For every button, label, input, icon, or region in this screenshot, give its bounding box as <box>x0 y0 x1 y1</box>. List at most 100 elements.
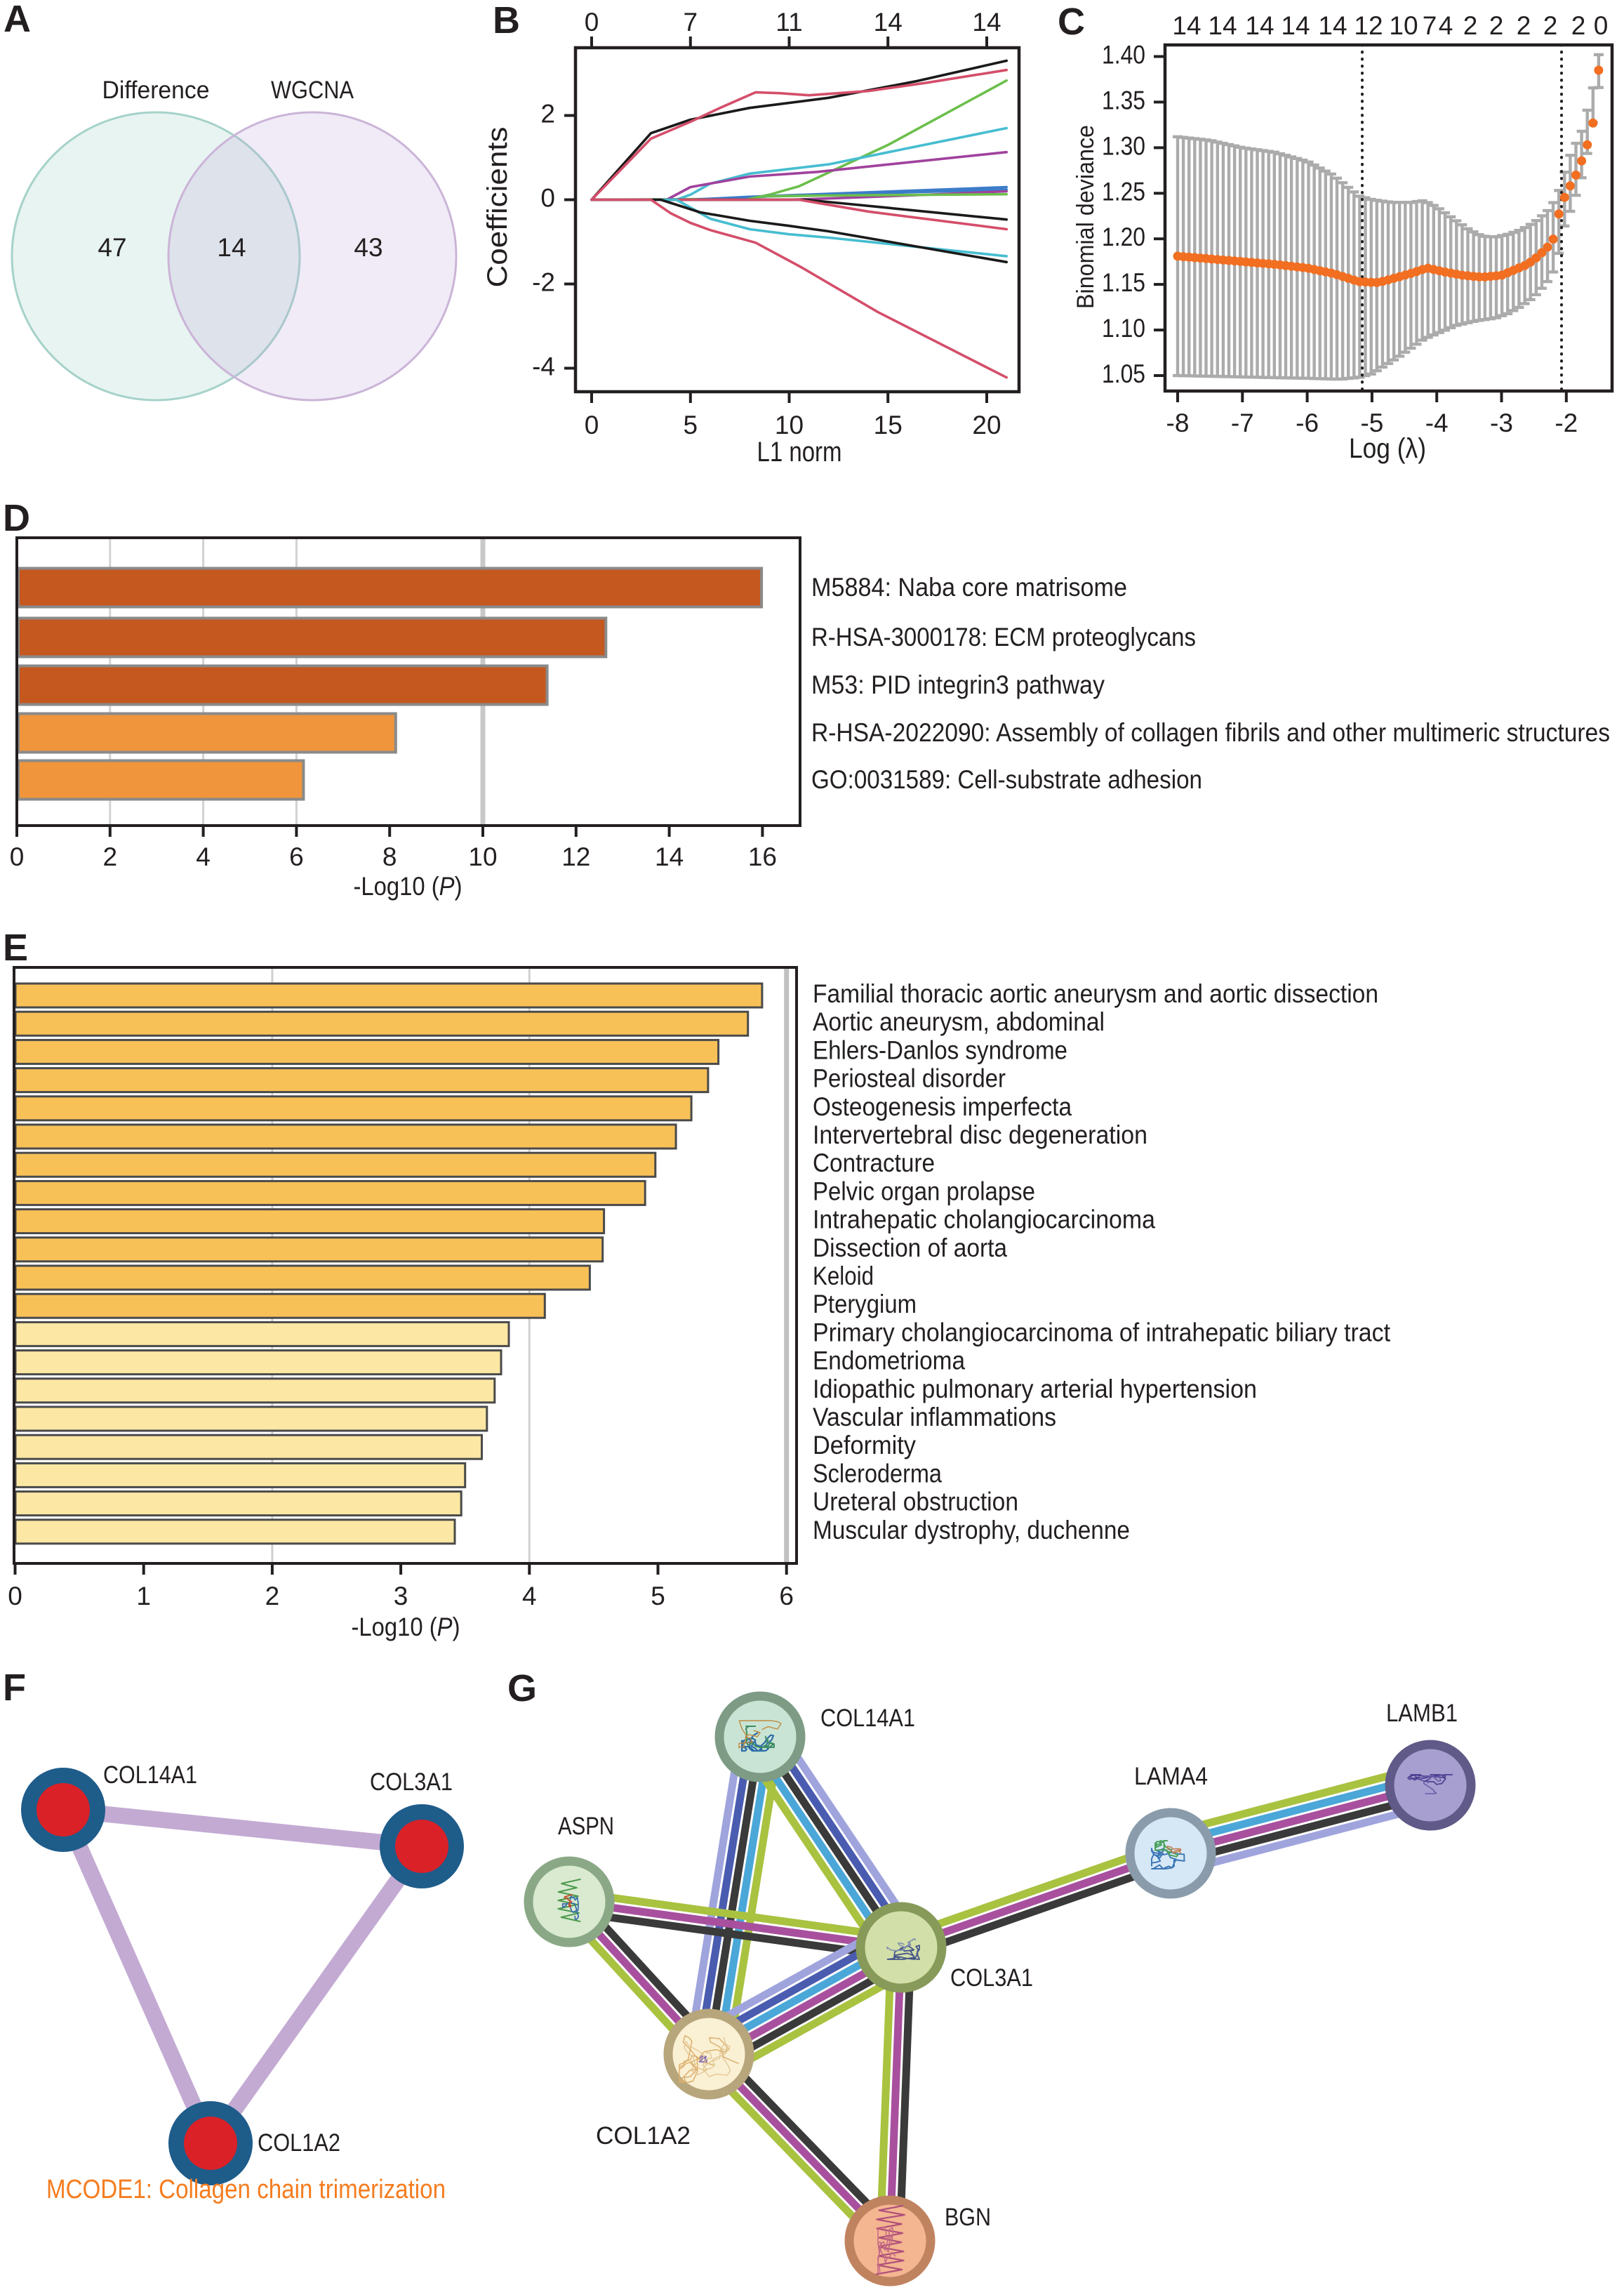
svg-text:16: 16 <box>748 842 777 871</box>
svg-text:Ehlers-Danlos syndrome: Ehlers-Danlos syndrome <box>813 1035 1067 1064</box>
svg-text:Pterygium: Pterygium <box>813 1290 917 1318</box>
svg-text:7: 7 <box>1423 11 1437 40</box>
svg-text:14: 14 <box>874 8 903 37</box>
svg-text:COL14A1: COL14A1 <box>103 1761 197 1789</box>
svg-text:Log (λ): Log (λ) <box>1349 433 1426 464</box>
svg-text:6: 6 <box>779 1582 794 1610</box>
svg-text:14: 14 <box>972 8 1001 37</box>
svg-text:A: A <box>4 0 31 40</box>
svg-text:2: 2 <box>1517 11 1531 40</box>
svg-text:0: 0 <box>540 184 555 213</box>
svg-text:C: C <box>1058 1 1085 43</box>
svg-text:2: 2 <box>265 1582 280 1610</box>
svg-text:Osteogenesis imperfecta: Osteogenesis imperfecta <box>813 1092 1072 1121</box>
svg-text:Intrahepatic cholangiocarcinom: Intrahepatic cholangiocarcinoma <box>813 1205 1155 1234</box>
svg-text:-6: -6 <box>1296 409 1319 437</box>
svg-text:1.30: 1.30 <box>1102 131 1145 160</box>
svg-text:Keloid: Keloid <box>813 1262 874 1290</box>
svg-text:47: 47 <box>98 233 126 262</box>
svg-text:GO:0031589: Cell-substrate adh: GO:0031589: Cell-substrate adhesion <box>811 765 1202 794</box>
svg-text:1.20: 1.20 <box>1102 223 1145 251</box>
svg-text:2: 2 <box>1463 11 1478 40</box>
svg-text:MCODE1: Collagen chain trimeri: MCODE1: Collagen chain trimerization <box>46 2175 446 2204</box>
svg-text:Deformity: Deformity <box>813 1431 916 1460</box>
svg-text:F: F <box>3 1667 26 1709</box>
svg-text:ASPN: ASPN <box>558 1813 614 1840</box>
svg-text:0: 0 <box>10 842 25 871</box>
svg-text:1: 1 <box>136 1582 151 1610</box>
svg-text:COL1A2: COL1A2 <box>258 2129 340 2157</box>
svg-text:Scleroderma: Scleroderma <box>813 1459 942 1488</box>
svg-text:-Log10 (P): -Log10 (P) <box>354 872 462 901</box>
svg-text:Idiopathic pulmonary arterial: Idiopathic pulmonary arterial hypertensi… <box>813 1375 1257 1403</box>
svg-text:Periosteal disorder: Periosteal disorder <box>813 1064 1006 1093</box>
svg-text:BGN: BGN <box>945 2204 991 2231</box>
svg-text:20: 20 <box>972 411 1001 439</box>
svg-text:2: 2 <box>1489 11 1504 40</box>
svg-text:10: 10 <box>1389 11 1418 40</box>
svg-text:Contracture: Contracture <box>813 1149 935 1177</box>
svg-text:L1 norm: L1 norm <box>757 437 842 468</box>
svg-text:-2: -2 <box>532 268 555 297</box>
svg-text:Primary cholangiocarcinoma of: Primary cholangiocarcinoma of intrahepat… <box>813 1318 1391 1346</box>
svg-text:Muscular dystrophy, duchenne: Muscular dystrophy, duchenne <box>813 1516 1130 1544</box>
svg-text:WGCNA: WGCNA <box>271 77 354 104</box>
svg-text:8: 8 <box>382 842 397 871</box>
svg-text:1.40: 1.40 <box>1102 41 1145 70</box>
svg-text:10: 10 <box>775 411 804 439</box>
svg-text:14: 14 <box>1318 11 1347 40</box>
svg-text:-4: -4 <box>1425 409 1449 437</box>
svg-text:-8: -8 <box>1166 409 1190 437</box>
svg-text:11: 11 <box>776 8 802 37</box>
svg-text:3: 3 <box>394 1582 408 1610</box>
svg-text:Intervertebral disc degenerati: Intervertebral disc degeneration <box>813 1120 1147 1149</box>
svg-text:2: 2 <box>540 100 555 128</box>
svg-text:0: 0 <box>585 411 599 439</box>
svg-text:M53: PID integrin3 pathway: M53: PID integrin3 pathway <box>811 670 1105 699</box>
svg-text:COL1A2: COL1A2 <box>596 2122 691 2150</box>
svg-text:0: 0 <box>1594 11 1609 40</box>
svg-text:R-HSA-3000178: ECM proteoglyca: R-HSA-3000178: ECM proteoglycans <box>811 623 1196 651</box>
svg-text:14: 14 <box>217 233 246 262</box>
svg-text:-7: -7 <box>1231 409 1254 437</box>
svg-text:Endometrioma: Endometrioma <box>813 1346 965 1375</box>
svg-text:12: 12 <box>561 842 590 871</box>
svg-text:-2: -2 <box>1555 409 1578 437</box>
svg-text:7: 7 <box>683 8 698 37</box>
svg-text:4: 4 <box>1439 11 1453 40</box>
svg-text:B: B <box>493 0 520 41</box>
svg-text:5: 5 <box>683 411 698 439</box>
svg-text:Familial thoracic aortic aneur: Familial thoracic aortic aneurysm and ao… <box>813 979 1378 1008</box>
svg-text:1.05: 1.05 <box>1102 359 1145 388</box>
svg-text:D: D <box>3 497 30 539</box>
svg-text:5: 5 <box>651 1582 665 1610</box>
svg-text:1.15: 1.15 <box>1102 268 1145 297</box>
svg-text:4: 4 <box>196 842 211 871</box>
svg-text:R-HSA-2022090: Assembly of col: R-HSA-2022090: Assembly of collagen fibr… <box>811 718 1610 747</box>
svg-text:2: 2 <box>1571 11 1586 40</box>
svg-text:14: 14 <box>1208 11 1237 40</box>
svg-text:2: 2 <box>1543 11 1558 40</box>
svg-text:COL3A1: COL3A1 <box>950 1964 1033 1992</box>
svg-text:0: 0 <box>585 8 599 37</box>
svg-text:LAMA4: LAMA4 <box>1134 1763 1208 1790</box>
svg-text:E: E <box>3 927 28 969</box>
svg-text:1.10: 1.10 <box>1102 314 1145 343</box>
svg-text:Pelvic organ prolapse: Pelvic organ prolapse <box>813 1177 1035 1205</box>
svg-text:Difference: Difference <box>102 77 210 104</box>
svg-text:Vascular inflammations: Vascular inflammations <box>813 1403 1056 1431</box>
svg-text:12: 12 <box>1354 11 1383 40</box>
svg-text:14: 14 <box>1172 11 1201 40</box>
svg-text:M5884: Naba core matrisome: M5884: Naba core matrisome <box>811 573 1127 602</box>
svg-text:43: 43 <box>354 233 382 262</box>
svg-text:G: G <box>507 1667 537 1709</box>
svg-text:4: 4 <box>522 1582 537 1610</box>
svg-text:Ureteral obstruction: Ureteral obstruction <box>813 1488 1018 1516</box>
svg-text:Aortic aneurysm, abdominal: Aortic aneurysm, abdominal <box>813 1007 1105 1036</box>
svg-text:14: 14 <box>1245 11 1274 40</box>
svg-text:COL14A1: COL14A1 <box>820 1705 915 1732</box>
svg-text:0: 0 <box>8 1582 22 1610</box>
svg-text:1.25: 1.25 <box>1102 177 1145 206</box>
svg-text:14: 14 <box>1281 11 1310 40</box>
svg-text:Binomial deviance: Binomial deviance <box>1072 125 1099 309</box>
